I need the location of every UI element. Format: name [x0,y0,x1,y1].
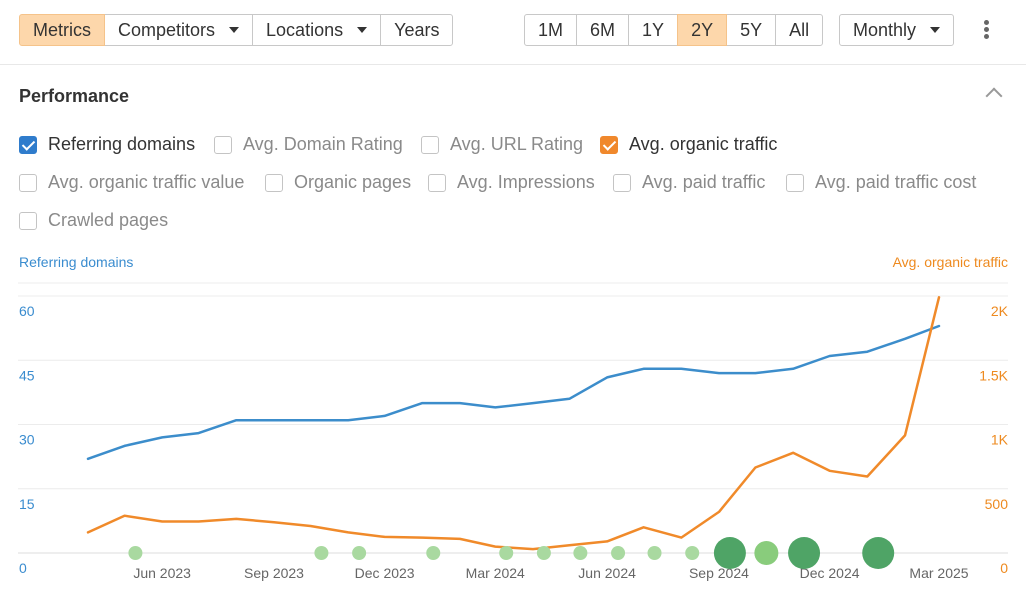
metric-label: Avg. organic traffic [629,134,778,154]
performance-chart: 0 0 15 500 30 1K 45 1.5K 60 2K Jun 2023 Sep 2023 Dec… [18,282,1009,581]
metric-referring-domains[interactable]: Referring domains [19,134,195,155]
metric-avg-organic-traffic[interactable]: Avg. organic traffic [600,134,777,155]
metric-checkbox[interactable] [265,173,283,192]
left-tick-label: 30 [19,432,35,448]
metric-label: Crawled pages [48,210,169,230]
left-tick-label: 0 [19,560,27,576]
chevron-down-icon [357,27,368,33]
range-label: 1Y [642,19,665,40]
annotation-marker [536,546,551,560]
metric-checkbox[interactable] [613,173,631,192]
tab-label: Metrics [33,19,91,40]
metric-avg-impressions[interactable]: Avg. Impressions [428,172,595,193]
toolbar: Metrics Competitors Locations Years 1M 6M 1Y 2… [0,0,1026,65]
annotation-marker [128,546,143,560]
range-1y[interactable]: 1Y [628,14,679,46]
chevron-down-icon [930,27,941,33]
x-tick-label: Dec 2024 [800,565,860,581]
metric-organic-pages[interactable]: Organic pages [265,172,411,193]
annotation-marker [352,546,367,560]
metric-checkbox[interactable] [19,211,37,230]
range-label: 1M [538,19,564,40]
metric-label: Avg. paid traffic cost [815,172,977,192]
annotation-marker [647,546,662,560]
metric-checkbox[interactable] [600,135,618,154]
chevron-up-icon[interactable] [985,87,1003,105]
metric-label: Avg. Domain Rating [243,134,403,154]
metric-label: Avg. Impressions [457,172,595,192]
metric-checkbox[interactable] [421,135,439,154]
tab-label: Competitors [118,19,216,40]
metric-checkbox[interactable] [19,173,37,192]
x-tick-label: Jun 2023 [133,565,191,581]
x-tick-label: Mar 2025 [909,565,968,581]
tab-years[interactable]: Years [380,14,454,46]
range-6m[interactable]: 6M [576,14,630,46]
annotation-marker [314,546,329,560]
range-5y[interactable]: 5Y [726,14,777,46]
annotation-marker [573,546,588,560]
metric-label: Avg. URL Rating [450,134,584,154]
right-tick-label: 500 [985,496,1009,512]
metric-avg-organic-traffic-value[interactable]: Avg. organic traffic value [19,172,244,193]
interval-dropdown[interactable]: Monthly [839,14,955,46]
tab-competitors[interactable]: Competitors [104,14,254,46]
metric-label: Referring domains [48,134,196,154]
tab-label: Locations [266,19,344,40]
section-title: Performance [19,86,130,106]
annotation-marker [754,541,779,565]
annotation-marker [788,537,821,569]
metric-label: Organic pages [294,172,412,192]
left-tick-label: 45 [19,367,35,383]
metric-avg-url-rating[interactable]: Avg. URL Rating [421,134,583,155]
annotation-marker [685,546,700,560]
view-tabs: Metrics Competitors Locations Years [19,14,454,46]
range-label: 2Y [691,19,714,40]
annotation-marker [862,537,895,569]
annotation-marker [713,537,746,569]
metric-crawled-pages[interactable]: Crawled pages [19,210,168,231]
x-tick-label: Jun 2024 [578,565,636,581]
series-line-avg-organic-traffic [86,296,941,551]
range-2y[interactable]: 2Y [677,14,728,46]
metric-checkbox[interactable] [786,173,804,192]
range-label: 6M [590,19,616,40]
more-options-icon[interactable] [980,20,992,42]
annotation-marker [499,546,514,560]
metric-avg-paid-traffic[interactable]: Avg. paid traffic [613,172,765,193]
left-tick-label: 15 [19,496,35,512]
x-tick-label: Sep 2023 [244,565,304,581]
range-all[interactable]: All [775,14,824,46]
x-tick-label: Sep 2024 [689,565,749,581]
left-axis-title: Referring domains [19,254,134,270]
right-tick-label: 0 [1000,560,1008,576]
interval-label: Monthly [853,19,917,40]
range-label: 5Y [740,19,763,40]
left-tick-label: 60 [19,303,35,319]
tab-metrics[interactable]: Metrics [19,14,105,46]
series-line-referring-domains [86,324,941,461]
metric-label: Avg. organic traffic value [48,172,245,192]
annotation-marker [426,546,441,560]
range-1m[interactable]: 1M [524,14,578,46]
right-tick-label: 1.5K [979,367,1008,383]
chevron-down-icon [229,27,240,33]
x-tick-label: Dec 2023 [355,565,415,581]
tab-locations[interactable]: Locations [252,14,382,46]
metric-label: Avg. paid traffic [642,172,766,192]
metric-avg-paid-traffic-cost[interactable]: Avg. paid traffic cost [786,172,976,193]
tab-label: Years [394,19,440,40]
right-tick-label: 1K [991,432,1009,448]
metric-checkbox[interactable] [19,135,37,154]
range-selector: 1M 6M 1Y 2Y 5Y All [524,14,824,46]
range-label: All [789,19,810,40]
metric-checkbox[interactable] [214,135,232,154]
right-tick-label: 2K [991,303,1009,319]
right-axis-title: Avg. organic traffic [892,254,1008,270]
x-tick-label: Mar 2024 [466,565,525,581]
metric-checkbox[interactable] [428,173,446,192]
annotation-marker [611,546,626,560]
metric-avg-domain-rating[interactable]: Avg. Domain Rating [214,134,403,155]
